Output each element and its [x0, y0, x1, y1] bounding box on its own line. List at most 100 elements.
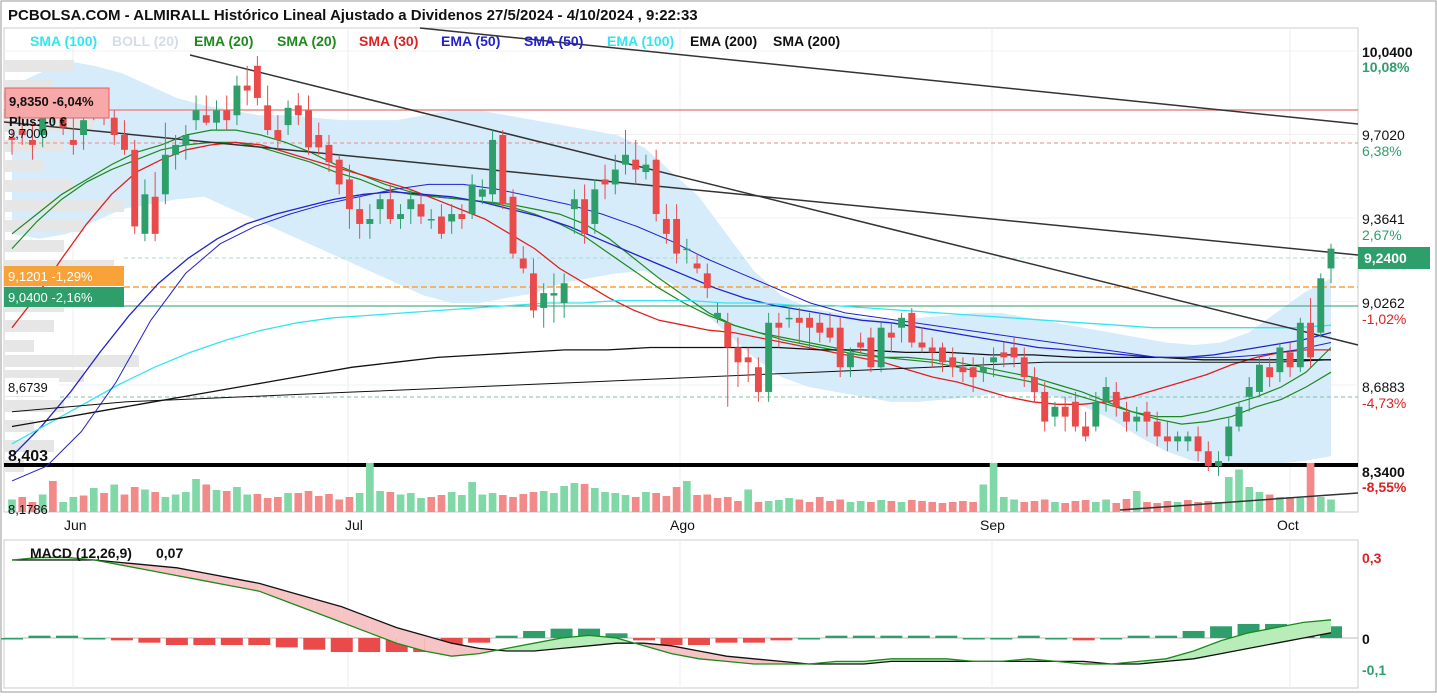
axis-9026: 9,0262 — [1362, 295, 1405, 311]
macd-fill — [451, 643, 480, 657]
macd-histogram-bar — [578, 628, 601, 638]
legend-boll20: BOLL (20) — [112, 33, 179, 49]
volume-bar — [856, 501, 865, 512]
candle-body — [69, 139, 77, 145]
candle-body — [877, 327, 885, 368]
candle-body — [264, 105, 272, 131]
volume-profile-bar — [4, 220, 84, 232]
candle-body — [1143, 411, 1151, 422]
macd-histogram-bar — [742, 638, 765, 643]
volume-bar — [877, 500, 885, 512]
volume-bar — [652, 493, 660, 512]
volume-bar — [601, 492, 609, 512]
candle-body — [969, 367, 977, 378]
candle-body — [161, 154, 169, 195]
volume-bar — [1112, 503, 1121, 512]
candle-body — [1286, 352, 1294, 368]
candle-body — [530, 273, 537, 311]
candle-body — [652, 159, 660, 215]
volume-bar — [171, 494, 180, 512]
macd-histogram-bar — [1182, 630, 1205, 638]
macd-histogram-bar — [550, 628, 573, 638]
candle-body — [366, 219, 374, 224]
volume-bar — [550, 493, 558, 512]
macd-histogram-bar — [880, 635, 903, 638]
legend-ema20: EMA (20) — [194, 33, 253, 49]
macd-fill — [286, 591, 315, 612]
volume-bar — [539, 491, 548, 512]
current-price-box — [1358, 247, 1430, 269]
legend: SMA (100) BOLL (20) EMA (20) SMA (20) SM… — [30, 33, 840, 49]
axis-10040-pct: 10,08% — [1362, 59, 1410, 75]
volume-profile-bar — [4, 420, 34, 432]
orange-price-label: 9,1201 -1,29% — [8, 269, 93, 284]
volume-bar — [979, 484, 988, 512]
candle-body — [816, 322, 824, 333]
candle-body — [642, 164, 650, 173]
macd-fill — [671, 645, 699, 659]
macd-fill — [424, 635, 452, 657]
candle-body — [898, 317, 906, 328]
candle-body — [1102, 387, 1110, 402]
volume-bar — [744, 489, 753, 512]
macd-histogram-bar — [83, 638, 106, 640]
volume-bar — [918, 501, 926, 512]
candle-body — [724, 322, 732, 348]
macd-histogram-bar — [495, 635, 518, 638]
volume-bar — [304, 491, 313, 512]
volume-profile-bar — [4, 200, 124, 212]
candle-body — [376, 199, 384, 210]
volume-bar — [1132, 491, 1141, 512]
volume-bar — [79, 495, 88, 512]
legend-ema100: EMA (100) — [607, 33, 674, 49]
candle-body — [591, 189, 599, 224]
macd-histogram-bar — [1045, 638, 1068, 640]
candle-body — [110, 117, 118, 135]
macd-histogram-bar — [330, 638, 353, 653]
macd-fill — [1276, 622, 1304, 644]
macd-histogram-bar — [825, 635, 848, 638]
volume-bar — [253, 494, 262, 512]
candle-body — [570, 199, 578, 210]
macd-panel — [1, 556, 1358, 665]
candle-body — [59, 110, 67, 128]
volume-bar — [672, 487, 681, 512]
macd-fill — [534, 638, 562, 651]
time-axis: Jun Jul Ago Sep Oct — [64, 517, 1299, 533]
top-price-box — [4, 87, 110, 119]
x-label-sep: Sep — [980, 517, 1005, 533]
macd-histogram-bar — [660, 638, 683, 646]
ma-line-sma-50 — [11, 183, 1332, 482]
candle-body — [754, 367, 762, 392]
candle-body — [601, 179, 609, 185]
macd-axis-0: 0 — [1362, 631, 1370, 647]
macd-fill — [1221, 632, 1249, 654]
volume-bar — [703, 494, 712, 512]
candle-body — [28, 139, 36, 145]
volume-bar — [18, 497, 27, 512]
volume-bar — [120, 494, 129, 512]
candle-body — [80, 120, 88, 135]
candle-body — [836, 327, 844, 368]
macd-histogram-bar — [55, 635, 78, 638]
trend-lines — [3, 27, 1359, 511]
volume-bar — [69, 497, 78, 512]
volume-profile-bar — [4, 355, 139, 367]
volume-bar — [1143, 502, 1151, 512]
candle-body — [560, 283, 568, 303]
moving-averages — [11, 129, 1332, 482]
volume-bar — [284, 493, 292, 512]
volume-bar — [734, 501, 742, 512]
candle-body — [928, 347, 936, 353]
macd-histogram-bar — [1127, 635, 1150, 638]
candle-body — [1194, 436, 1202, 452]
candle-body — [397, 214, 404, 219]
candle-body — [1051, 406, 1059, 417]
volume-bar — [846, 502, 855, 512]
candle-body — [765, 322, 773, 392]
candle-body — [1307, 322, 1315, 358]
candle-body — [867, 337, 875, 368]
volume-bar — [1020, 502, 1029, 512]
candle-body — [294, 105, 302, 116]
candle-body — [172, 144, 180, 155]
